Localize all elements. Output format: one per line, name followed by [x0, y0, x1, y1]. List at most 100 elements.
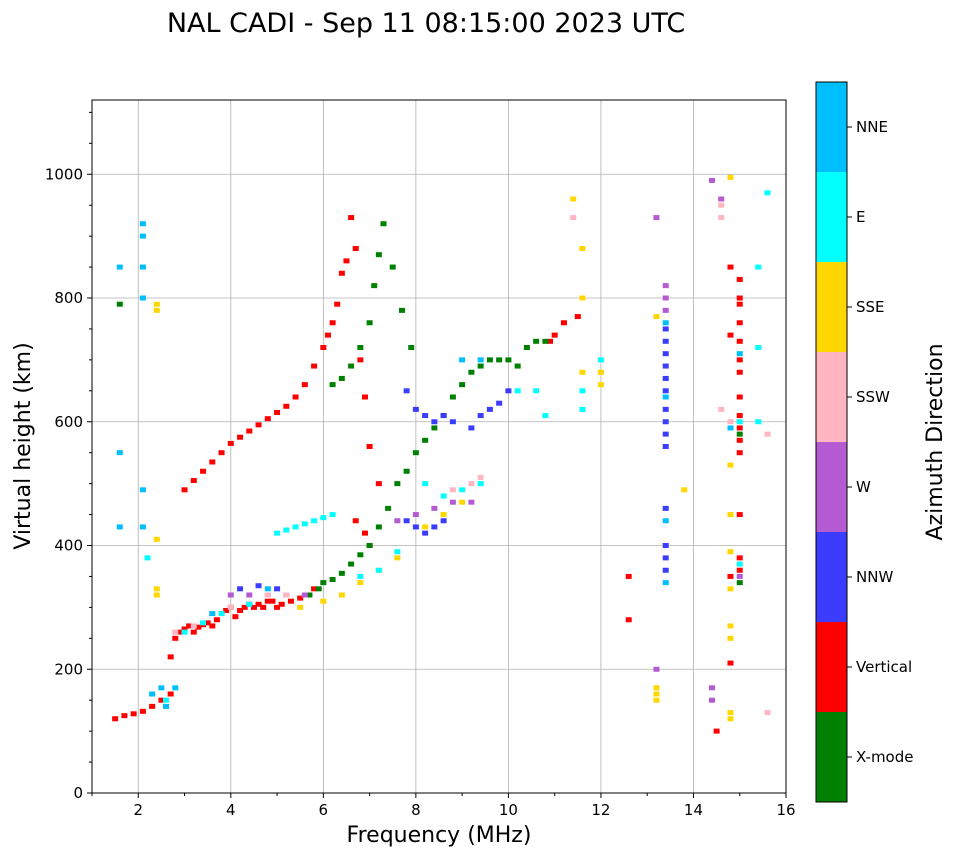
data-point-nnw — [662, 363, 669, 369]
data-point-vertical — [736, 567, 743, 573]
data-point-x-mode — [459, 382, 466, 388]
data-point-nnw — [431, 524, 438, 530]
data-point-nne — [139, 221, 146, 227]
data-point-e — [440, 493, 447, 499]
data-point-nnw — [237, 586, 244, 592]
data-point-nne — [662, 580, 669, 586]
data-point-nnw — [662, 543, 669, 548]
data-point-x-mode — [338, 570, 345, 576]
data-point-vertical — [736, 512, 743, 518]
data-point-w — [718, 196, 725, 202]
data-point-w — [412, 512, 419, 518]
y-tick-label: 400 — [54, 537, 83, 555]
data-point-ssw — [172, 629, 179, 635]
data-point-ssw — [570, 215, 577, 221]
data-point-sse — [727, 512, 734, 518]
data-point-vertical — [237, 607, 244, 613]
data-point-vertical — [366, 444, 373, 449]
data-point-x-mode — [375, 524, 382, 530]
data-point-w — [736, 573, 743, 579]
data-point-w — [449, 499, 456, 505]
data-point-ssw — [764, 431, 771, 437]
data-point-nne — [158, 685, 165, 691]
data-point-x-mode — [329, 382, 336, 388]
data-point-nne — [139, 264, 146, 270]
data-point-ssw — [283, 592, 290, 598]
plot-frame — [91, 99, 787, 794]
data-point-w — [662, 283, 669, 289]
x-tick-label: 16 — [776, 801, 795, 819]
data-point-e — [755, 419, 762, 425]
data-point-ssw — [718, 215, 725, 221]
data-point-sse — [597, 369, 604, 375]
data-point-nnw — [449, 419, 456, 425]
data-point-e — [311, 518, 318, 524]
data-point-sse — [153, 307, 160, 313]
data-point-vertical — [227, 440, 234, 446]
data-point-nnw — [662, 375, 669, 381]
x-axis-ticks: 2 4 6 8 10 12 14 16 — [91, 793, 796, 819]
data-point-vertical — [324, 332, 331, 338]
data-point-x-mode — [366, 543, 373, 548]
data-point-e — [736, 419, 743, 425]
data-point-nne — [139, 524, 146, 530]
data-point-x-mode — [736, 580, 743, 586]
data-point-vertical — [255, 422, 262, 428]
data-point-x-mode — [412, 450, 419, 456]
data-point-w — [662, 295, 669, 301]
data-point-nnw — [486, 406, 493, 412]
data-point-vertical — [338, 270, 345, 276]
data-point-vertical — [167, 691, 174, 697]
data-point-vertical — [334, 301, 341, 307]
data-point-x-mode — [398, 307, 405, 313]
colorbar-swatch — [816, 622, 847, 712]
data-point-vertical — [176, 629, 183, 635]
colorbar-label-item: X-mode — [856, 748, 913, 766]
data-point-vertical — [301, 382, 308, 388]
data-point-e — [533, 388, 540, 394]
data-point-sse — [459, 499, 466, 505]
data-point-vertical — [274, 409, 281, 415]
data-point-sse — [297, 604, 304, 610]
data-point-x-mode — [408, 345, 415, 350]
data-point-x-mode — [329, 577, 336, 583]
y-tick-label: 600 — [54, 413, 83, 431]
data-point-x-mode — [371, 283, 378, 289]
data-point-e — [218, 611, 225, 617]
data-point-sse — [440, 512, 447, 518]
data-point-sse — [597, 382, 604, 388]
data-point-x-mode — [523, 345, 530, 350]
data-point-e — [459, 487, 466, 493]
data-point-sse — [727, 716, 734, 722]
data-point-nnw — [468, 425, 475, 431]
data-point-nnw — [662, 567, 669, 573]
data-point-e — [422, 481, 429, 487]
data-point-vertical — [213, 617, 220, 623]
y-tick-label: 200 — [54, 660, 83, 678]
data-point-vertical — [209, 459, 216, 465]
data-point-vertical — [736, 413, 743, 419]
data-point-x-mode — [736, 431, 743, 437]
data-point-nnw — [274, 586, 281, 592]
data-point-x-mode — [449, 394, 456, 400]
colorbar-swatch — [816, 532, 847, 622]
data-point-sse — [653, 314, 660, 320]
data-point-x-mode — [380, 221, 387, 227]
data-point-vertical — [352, 518, 359, 524]
data-point-nnw — [255, 583, 262, 589]
data-point-vertical — [130, 711, 137, 717]
data-point-sse — [422, 524, 429, 530]
grid-lines — [92, 100, 787, 794]
data-point-nne — [172, 685, 179, 691]
data-point-vertical — [329, 320, 336, 326]
data-point-vertical — [736, 425, 743, 431]
data-point-vertical — [311, 586, 318, 592]
data-point-vertical — [139, 708, 146, 714]
data-point-nnw — [431, 419, 438, 425]
data-point-x-mode — [477, 363, 484, 369]
colorbar-swatch — [816, 172, 847, 262]
data-point-vertical — [292, 394, 299, 400]
chart-title: NAL CADI - Sep 11 08:15:00 2023 UTC — [167, 8, 685, 39]
data-point-nne — [149, 691, 156, 697]
